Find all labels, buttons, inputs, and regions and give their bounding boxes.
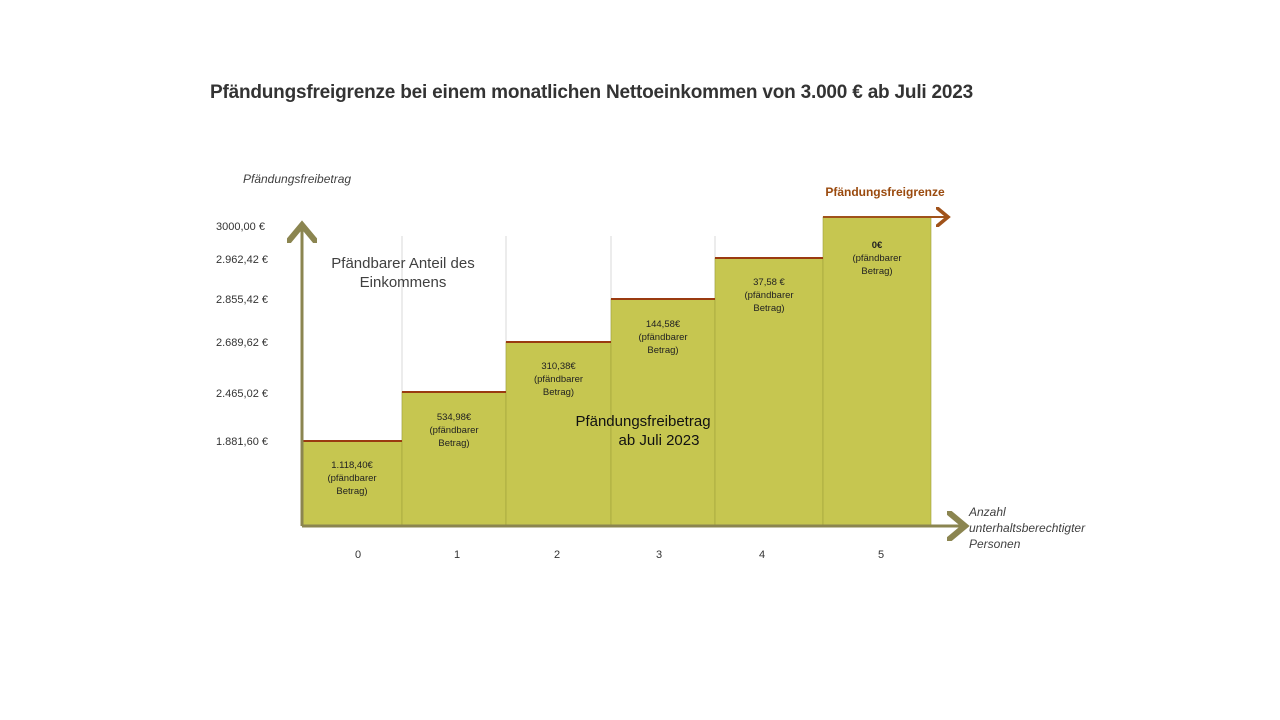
chart-title: Pfändungsfreigrenze bei einem monatliche… — [210, 82, 974, 103]
x-tick-label: 0 — [355, 549, 361, 561]
bar-label-text: Betrag) — [543, 387, 574, 398]
x-tick-label: 1 — [454, 549, 460, 561]
bar-label-text: (pfändbarer — [852, 253, 901, 264]
bar-labels: 1.118,40€ (pfändbarer Betrag) 534,98€ (pfänd… — [327, 240, 901, 497]
bar-4 — [714, 257, 824, 527]
y-tick-label: 2.962,42 € — [216, 254, 268, 266]
annotation-top-line: Einkommens — [360, 274, 447, 291]
bar-5 — [822, 216, 932, 527]
y-tick-label: 2.689,62 € — [216, 337, 268, 349]
tick-labels: 3000,00 € 2.962,42 € 2.855,42 € 2.689,62 € 2… — [216, 221, 884, 561]
bar-label-amount: 310,38€ — [541, 361, 576, 372]
annotation-top-line: Pfändbarer Anteil des — [331, 255, 474, 272]
y-tick-label: 2.465,02 € — [216, 388, 268, 400]
bar-label-text: (pfändbarer — [327, 473, 376, 484]
bar-label-text: (pfändbarer — [638, 332, 687, 343]
x-tick-label: 5 — [878, 549, 884, 561]
x-axis-label: Anzahl — [968, 505, 1006, 519]
bar-label-text: (pfändbarer — [744, 290, 793, 301]
annotations: Pfändungsfreigrenze Pfändungsfreibetrag An… — [243, 172, 1086, 551]
x-axis-label: unterhaltsberechtigter — [969, 521, 1086, 535]
x-tick-label: 3 — [656, 549, 662, 561]
bar-label-text: Betrag) — [861, 266, 892, 277]
y-tick-label: 1.881,60 € — [216, 436, 268, 448]
y-axis-label: Pfändungsfreibetrag — [243, 172, 351, 186]
bar-label-text: (pfändbarer — [534, 374, 583, 385]
bar-label-text: Betrag) — [336, 486, 367, 497]
bar-label-amount: 144,58€ — [646, 319, 681, 330]
bar-label-text: (pfändbarer — [429, 425, 478, 436]
bar-label-amount: 37,58 € — [753, 277, 785, 288]
bar-label-text: Betrag) — [438, 438, 469, 449]
limit-label: Pfändungsfreigrenze — [825, 185, 945, 199]
x-tick-label: 2 — [554, 549, 560, 561]
x-axis-label: Personen — [969, 537, 1021, 551]
bar-label-amount: 0€ — [872, 240, 883, 251]
bar-0 — [301, 440, 403, 527]
bar-2 — [505, 341, 612, 527]
y-tick-label: 2.855,42 € — [216, 294, 268, 306]
x-tick-label: 4 — [759, 549, 765, 561]
annotation-bar-line: ab Juli 2023 — [619, 432, 700, 449]
axes — [302, 217, 962, 526]
bar-label-text: Betrag) — [647, 345, 678, 356]
bar-label-amount: 1.118,40€ — [331, 460, 373, 471]
bar-label-amount: 534,98€ — [437, 412, 472, 423]
bar-label-text: Betrag) — [753, 303, 784, 314]
annotation-bar-line: Pfändungsfreibetrag — [575, 413, 710, 430]
y-tick-label: 3000,00 € — [216, 221, 265, 233]
